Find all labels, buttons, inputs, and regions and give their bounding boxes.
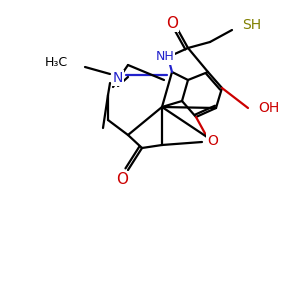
Text: SH: SH — [242, 18, 261, 32]
Text: OH: OH — [258, 101, 279, 115]
Text: N: N — [113, 71, 123, 85]
Text: NH: NH — [156, 50, 174, 64]
Text: O: O — [208, 134, 218, 148]
Text: O: O — [116, 172, 128, 188]
Text: H₃C: H₃C — [45, 56, 68, 68]
Text: O: O — [166, 16, 178, 31]
